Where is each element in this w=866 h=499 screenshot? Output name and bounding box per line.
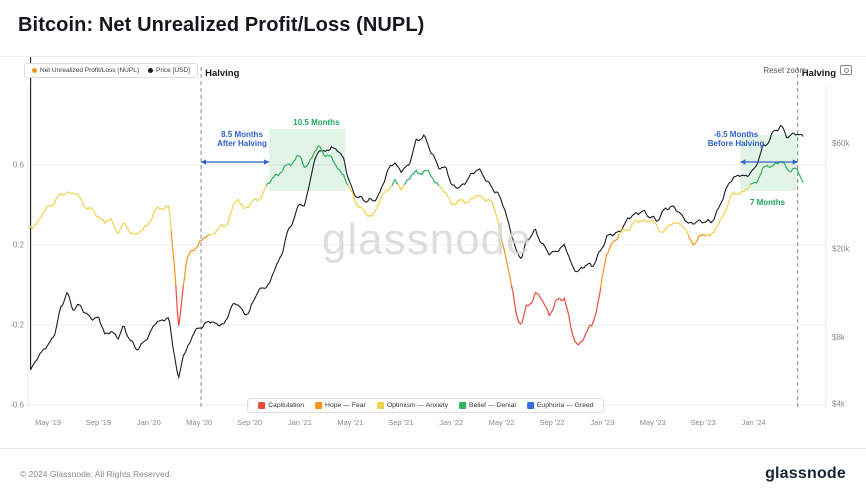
legend-entry-nupl[interactable]: Net Unrealized Profit/Loss (NUPL) bbox=[32, 67, 139, 74]
x-axis-label: May '19 bbox=[35, 418, 61, 427]
annotation-arrowhead bbox=[201, 159, 207, 165]
x-axis-label: Sep '23 bbox=[691, 418, 716, 427]
nupl-line-segment bbox=[500, 235, 512, 286]
band-label: Belief — Denial bbox=[469, 402, 516, 409]
x-axis-label: Sep '21 bbox=[388, 418, 413, 427]
band-label: Hope — Fear bbox=[325, 402, 366, 409]
annotation-arrowhead bbox=[264, 159, 270, 165]
copyright-text: © 2024 Glassnode. All Rights Reserved. bbox=[20, 469, 172, 479]
band-legend-item: Euphoria — Greed bbox=[526, 402, 594, 409]
right-axis-label: $8k bbox=[832, 333, 846, 342]
x-axis-label: Sep '20 bbox=[237, 418, 262, 427]
nupl-line-segment bbox=[175, 284, 184, 327]
annotation-arrowhead bbox=[740, 159, 746, 165]
x-axis-label: Sep '19 bbox=[86, 418, 111, 427]
nupl-line-segment bbox=[710, 183, 751, 236]
left-axis-label: -0.2 bbox=[10, 321, 24, 330]
annotation-arrowhead bbox=[792, 159, 798, 165]
highlight-span bbox=[740, 135, 798, 191]
right-axis-label: $60k bbox=[832, 139, 850, 148]
band-legend: Capitulation Hope — Fear Optimism — Anxiet… bbox=[247, 398, 605, 413]
band-label: Capitulation bbox=[268, 402, 305, 409]
nupl-line-segment bbox=[170, 230, 177, 285]
nupl-line-segment bbox=[28, 191, 172, 236]
band-legend-item: Hope — Fear bbox=[315, 402, 366, 409]
x-axis-label: Jan '20 bbox=[137, 418, 161, 427]
annotation-text: Before Halving bbox=[708, 139, 765, 148]
x-axis-label: Jan '21 bbox=[288, 418, 312, 427]
nupl-line-segment bbox=[510, 284, 602, 346]
nupl-line-segment bbox=[208, 185, 268, 237]
band-legend-item: Belief — Denial bbox=[459, 402, 516, 409]
left-axis-label: 0.2 bbox=[13, 241, 25, 250]
x-axis-label: Sep '22 bbox=[539, 418, 564, 427]
band-legend-item: Capitulation bbox=[258, 402, 304, 409]
right-axis-label: $4k bbox=[832, 400, 846, 409]
glassnode-logo: glassnode bbox=[765, 465, 846, 482]
left-axis-label: 0.6 bbox=[13, 161, 25, 170]
x-axis-label: May '23 bbox=[640, 418, 666, 427]
band-label: Optimism — Anxiety bbox=[386, 402, 449, 409]
band-swatch bbox=[315, 402, 323, 409]
x-axis-label: Jan '24 bbox=[742, 418, 766, 427]
nupl-line-segment bbox=[618, 219, 689, 236]
halving-label: Halving bbox=[802, 68, 837, 79]
left-axis-label: -0.6 bbox=[10, 401, 24, 410]
nupl-series-dot bbox=[32, 68, 37, 73]
x-axis-label: Jan '22 bbox=[439, 418, 463, 427]
annotation-text: After Halving bbox=[217, 139, 267, 148]
right-axis-label: $20k bbox=[832, 245, 850, 254]
x-axis-label: May '22 bbox=[489, 418, 515, 427]
x-axis-label: Jan '23 bbox=[590, 418, 614, 427]
legend-entry-price[interactable]: Price [USD] bbox=[147, 67, 190, 74]
nupl-line-segment bbox=[391, 178, 399, 186]
band-swatch bbox=[526, 402, 534, 409]
footer: © 2024 Glassnode. All Rights Reserved. g… bbox=[0, 448, 866, 499]
nupl-line-segment bbox=[600, 234, 620, 289]
nupl-line-segment bbox=[403, 169, 440, 187]
band-swatch bbox=[376, 402, 384, 409]
halving-label: Halving bbox=[205, 68, 240, 79]
annotation-text: 7 Months bbox=[750, 198, 786, 207]
x-axis-label: May '20 bbox=[186, 418, 212, 427]
nupl-line-segment bbox=[265, 145, 349, 186]
nupl-line-segment bbox=[438, 185, 502, 236]
annotation-text: 8.5 Months bbox=[221, 130, 263, 139]
price-series-label: Price [USD] bbox=[155, 67, 190, 74]
band-legend-item: Optimism — Anxiety bbox=[376, 402, 449, 409]
annotation-text: 10.5 Months bbox=[293, 118, 340, 127]
nupl-series-label: Net Unrealized Profit/Loss (NUPL) bbox=[40, 67, 139, 74]
band-swatch bbox=[459, 402, 467, 409]
page-title: Bitcoin: Net Unrealized Profit/Loss (NUP… bbox=[18, 14, 425, 36]
price-line bbox=[29, 57, 803, 377]
highlight-span bbox=[269, 129, 346, 191]
camera-icon[interactable] bbox=[840, 65, 852, 75]
nupl-line-segment bbox=[750, 160, 804, 185]
nupl-line-segment bbox=[709, 234, 712, 236]
nupl-line-segment bbox=[706, 233, 710, 237]
nupl-line-segment bbox=[347, 185, 393, 218]
band-swatch bbox=[258, 402, 266, 409]
chart-area: Halving Halving 8.5 Months After Halving 10.… bbox=[0, 57, 866, 448]
nupl-line-segment bbox=[182, 234, 210, 286]
price-series-dot bbox=[147, 68, 153, 73]
series-legend: Net Unrealized Profit/Loss (NUPL) Price … bbox=[24, 63, 198, 78]
nupl-line-segment bbox=[687, 233, 707, 246]
x-axis-label: May '21 bbox=[337, 418, 363, 427]
reset-zoom-button[interactable]: Reset zoom bbox=[763, 66, 806, 75]
annotation-text: -6.5 Months bbox=[714, 130, 759, 139]
band-label: Euphoria — Greed bbox=[536, 402, 594, 409]
nupl-line-segment bbox=[397, 183, 405, 192]
chart-header: Bitcoin: Net Unrealized Profit/Loss (NUP… bbox=[0, 0, 866, 57]
